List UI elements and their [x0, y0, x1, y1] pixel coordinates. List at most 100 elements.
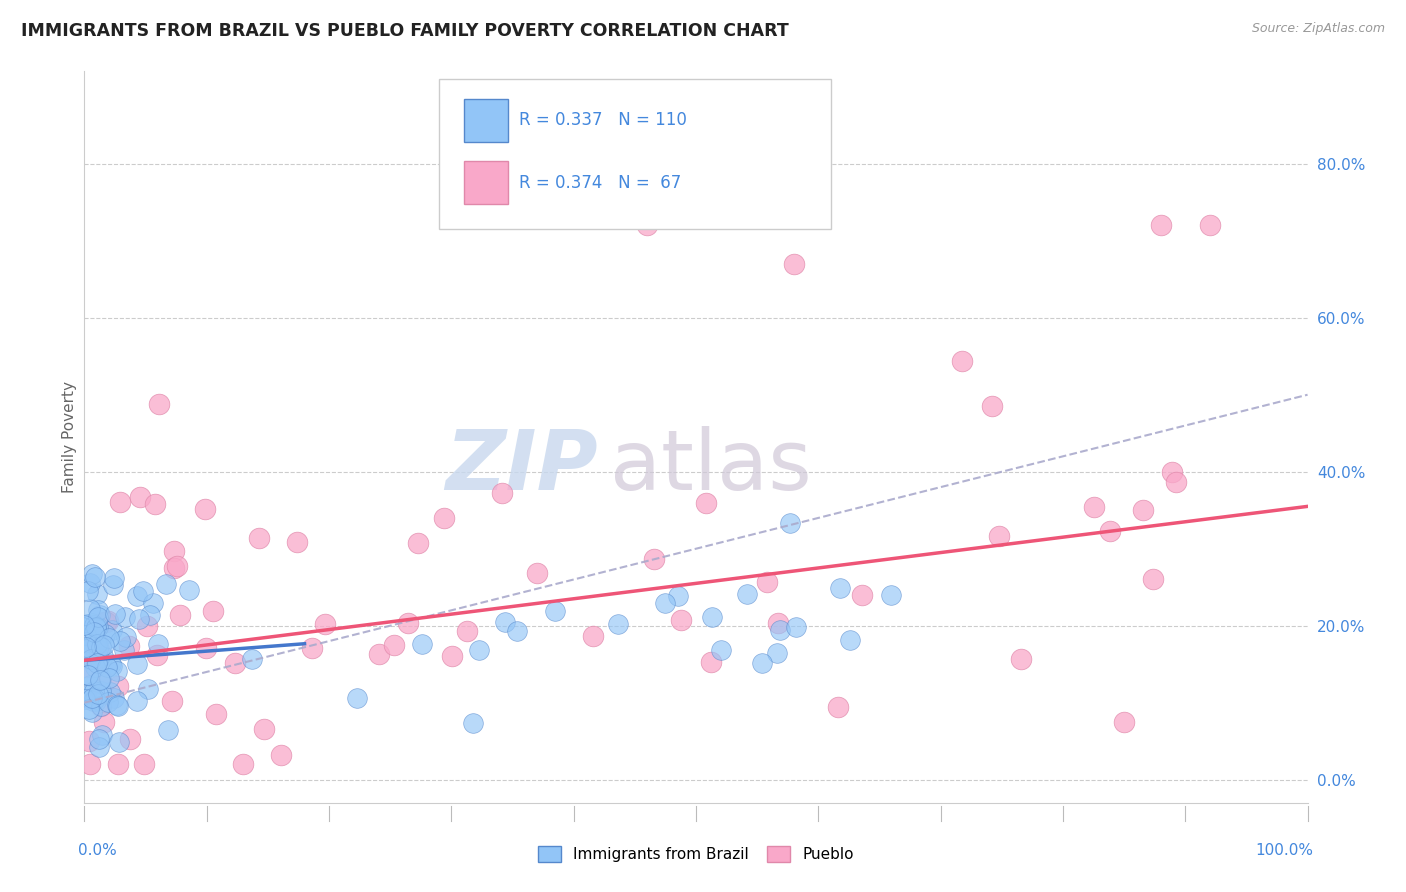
- Point: [440, 211, 463, 225]
- Point: [194, 502, 217, 516]
- Point: [467, 643, 489, 657]
- Point: [163, 560, 186, 574]
- Point: [89, 731, 111, 746]
- Point: [1166, 475, 1188, 490]
- Point: [75, 660, 97, 674]
- Point: [79, 678, 101, 692]
- Point: [766, 616, 789, 631]
- Point: [160, 694, 183, 708]
- Point: [851, 588, 873, 602]
- Point: [73, 692, 96, 706]
- Point: [76, 668, 98, 682]
- Point: [695, 496, 717, 510]
- Point: [80, 691, 103, 706]
- Point: [132, 757, 155, 772]
- Point: [301, 640, 323, 655]
- FancyBboxPatch shape: [464, 161, 508, 204]
- Point: [83, 625, 105, 640]
- Point: [101, 578, 124, 592]
- Point: [205, 706, 228, 721]
- Point: [76, 668, 98, 682]
- Point: [107, 698, 129, 713]
- Point: [82, 705, 104, 719]
- Point: [83, 684, 105, 698]
- Point: [163, 544, 186, 558]
- Point: [456, 624, 478, 639]
- Point: [987, 528, 1010, 542]
- Point: [157, 723, 180, 737]
- Point: [103, 690, 125, 705]
- Point: [87, 610, 110, 624]
- Point: [75, 689, 97, 703]
- Point: [950, 354, 973, 368]
- Point: [166, 559, 188, 574]
- Point: [1142, 572, 1164, 586]
- Point: [107, 757, 129, 772]
- Point: [105, 664, 128, 678]
- Point: [107, 679, 129, 693]
- Point: [75, 640, 97, 655]
- Text: ZIP: ZIP: [446, 425, 598, 507]
- Point: [93, 715, 115, 730]
- Point: [86, 694, 108, 708]
- Point: [202, 604, 225, 618]
- Point: [127, 657, 149, 671]
- Point: [132, 584, 155, 599]
- Point: [86, 587, 108, 601]
- Point: [89, 673, 111, 688]
- Point: [783, 257, 806, 271]
- Point: [146, 648, 169, 662]
- Point: [1150, 219, 1173, 233]
- Point: [125, 694, 148, 708]
- Point: [103, 571, 125, 585]
- Point: [232, 757, 254, 772]
- Point: [143, 497, 166, 511]
- Point: [1098, 524, 1121, 538]
- Point: [77, 733, 100, 747]
- Point: [112, 642, 135, 657]
- Point: [105, 698, 128, 713]
- Point: [224, 657, 246, 671]
- Point: [82, 694, 104, 708]
- Point: [195, 640, 218, 655]
- Point: [90, 684, 112, 698]
- Point: [751, 656, 773, 670]
- Point: [79, 643, 101, 657]
- Point: [87, 642, 110, 657]
- Point: [86, 637, 108, 651]
- Point: [544, 604, 567, 618]
- Point: [97, 631, 120, 645]
- Point: [765, 646, 787, 660]
- Point: [87, 620, 110, 634]
- Point: [142, 597, 165, 611]
- Point: [115, 630, 138, 644]
- Point: [108, 495, 131, 509]
- Point: [84, 635, 107, 649]
- Point: [139, 607, 162, 622]
- Point: [136, 682, 159, 697]
- Point: [90, 672, 112, 686]
- Point: [77, 584, 100, 599]
- Point: [84, 692, 107, 706]
- Point: [91, 648, 114, 663]
- Point: [118, 639, 141, 653]
- Point: [827, 700, 849, 714]
- Point: [104, 607, 127, 621]
- Point: [756, 574, 779, 589]
- Point: [155, 577, 177, 591]
- Point: [710, 643, 733, 657]
- Text: R = 0.337   N = 110: R = 0.337 N = 110: [519, 112, 686, 129]
- Point: [100, 657, 122, 672]
- Point: [433, 511, 456, 525]
- Point: [666, 590, 689, 604]
- Point: [79, 757, 101, 772]
- Point: [90, 699, 112, 714]
- Point: [75, 635, 97, 649]
- Point: [73, 618, 96, 632]
- Point: [785, 620, 807, 634]
- Point: [76, 628, 98, 642]
- Point: [128, 611, 150, 625]
- FancyBboxPatch shape: [439, 78, 831, 228]
- Point: [83, 660, 105, 674]
- Point: [270, 748, 292, 763]
